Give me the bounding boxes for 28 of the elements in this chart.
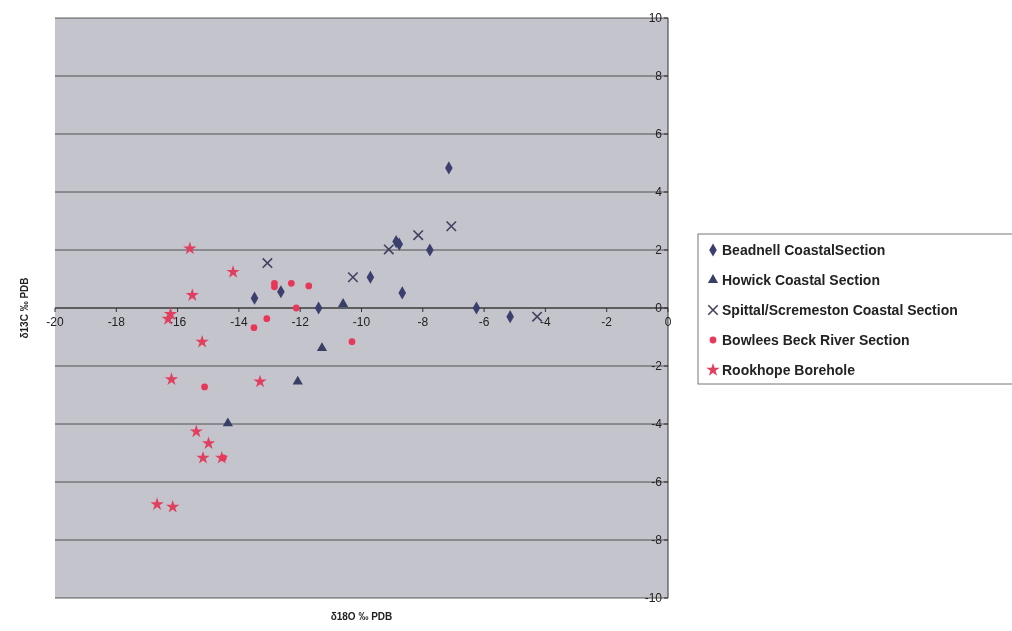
x-tick-label: -18 [107, 315, 126, 329]
x-tick-label: -2 [601, 315, 613, 329]
y-tick-label: 10 [648, 11, 663, 25]
x-tick-label: -10 [352, 315, 371, 329]
y-axis-title: δ13C ‰ PDB [19, 277, 30, 339]
x-tick-label: -6 [478, 315, 490, 329]
x-tick-label: -4 [540, 315, 552, 329]
y-tick-label: -4 [651, 417, 663, 431]
y-tick-label: -8 [651, 533, 663, 547]
legend-label: Rookhope Borehole [722, 362, 856, 378]
y-tick-label: 2 [655, 243, 663, 257]
y-tick-label: -6 [651, 475, 663, 489]
x-tick-label: 0 [664, 315, 672, 329]
y-tick-label: -10 [644, 591, 663, 605]
y-tick-label: 4 [655, 185, 663, 199]
x-tick-label: -12 [291, 315, 310, 329]
x-axis-title: δ18O ‰ PDB [330, 611, 393, 622]
x-tick-label: -8 [417, 315, 429, 329]
legend-label: Howick Coastal Section [722, 272, 880, 288]
x-tick-label: -20 [46, 315, 64, 329]
legend-label: Bowlees Beck River Section [722, 332, 910, 348]
x-tick-label: -16 [168, 315, 187, 329]
x-tick-label: -14 [230, 315, 248, 329]
y-tick-label: -2 [651, 359, 663, 373]
legend-label: Spittal/Scremeston Coastal Section [722, 302, 958, 318]
legend-label: Beadnell CoastalSection [722, 242, 886, 258]
y-tick-label: 8 [655, 69, 663, 83]
y-tick-label: 6 [655, 127, 663, 141]
